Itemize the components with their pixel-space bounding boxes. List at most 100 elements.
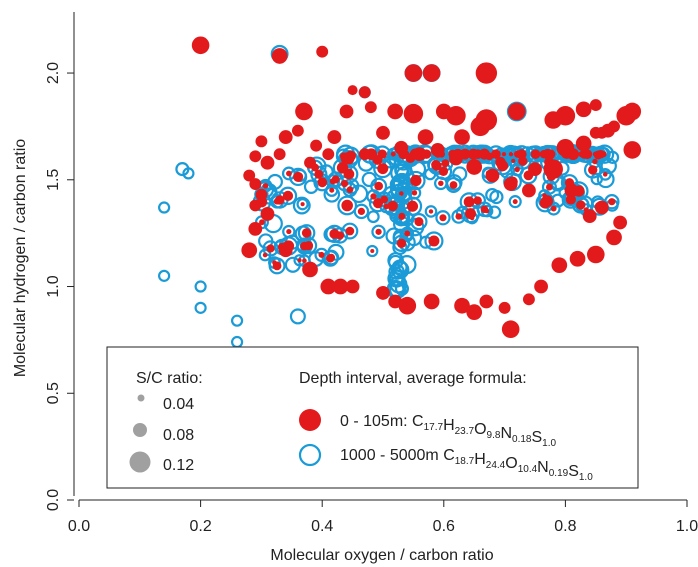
deep-point (262, 240, 279, 257)
overlap-point (495, 156, 506, 168)
x-tick-label: 0.2 (189, 518, 211, 535)
surface-point (534, 279, 548, 294)
overlap-point (514, 166, 520, 173)
overlap-point (608, 198, 616, 206)
surface-point (249, 150, 262, 163)
deep-point (366, 244, 379, 258)
formula-subscript: 1.0 (579, 472, 593, 483)
deep-point (268, 257, 286, 275)
formula-element: H (474, 451, 486, 468)
deep-point (394, 190, 413, 210)
overlap-point (387, 200, 398, 212)
surface-point (241, 242, 258, 259)
surface-point (347, 85, 358, 96)
overlap-point (491, 149, 501, 159)
surface-point (320, 278, 337, 295)
formula-element: N (537, 459, 549, 476)
y-tick-label: 1.0 (45, 275, 62, 297)
surface-point (575, 135, 592, 152)
y-tick-label: 2.0 (45, 62, 62, 84)
legend-box (106, 346, 639, 489)
deep-point (323, 186, 341, 203)
surface-point (339, 104, 354, 119)
overlap-point (282, 240, 295, 252)
overlap-point (300, 241, 309, 251)
formula-element: H (443, 417, 455, 434)
overlap-point (576, 200, 586, 210)
overlap-point (377, 163, 389, 175)
overlap-point (396, 238, 407, 248)
surface-point (376, 125, 390, 140)
y-axis-label: Molecular hydrogen / carbon ratio (12, 139, 29, 377)
deep-point (387, 252, 404, 269)
overlap-point (340, 179, 349, 188)
formula-element: N (500, 425, 512, 442)
overlap-point (501, 152, 507, 157)
overlap-point (336, 162, 349, 174)
data-points (158, 36, 642, 349)
overlap-point (455, 213, 462, 220)
deep-point (284, 256, 301, 273)
deep-point (292, 196, 311, 215)
overlap-point (600, 151, 607, 158)
surface-point (295, 102, 313, 121)
deep-point (361, 171, 378, 188)
deep-point (394, 187, 411, 205)
overlap-point (286, 229, 292, 235)
surface-point (589, 99, 602, 112)
overlap-point (318, 251, 325, 258)
deep-point (508, 195, 522, 209)
overlap-point (542, 193, 547, 198)
legend-size-title: S/C ratio: (136, 370, 203, 387)
formula-subscript: 1.0 (542, 438, 556, 449)
formula-element: S (568, 463, 579, 480)
surface-point (404, 64, 423, 82)
overlap-point (463, 196, 475, 208)
legend-size-label-large: 0.12 (163, 457, 194, 474)
surface-point (260, 207, 275, 221)
formula-subscript: 9.8 (487, 430, 501, 441)
overlap-point (317, 177, 328, 188)
surface-point (587, 245, 605, 264)
surface-point (522, 293, 535, 306)
surface-point (589, 126, 602, 139)
overlap-point (582, 149, 593, 160)
deep-point (452, 166, 468, 182)
overlap-point (346, 186, 354, 194)
overlap-point (449, 181, 458, 189)
deep-point (389, 178, 409, 198)
legend-depth-label-text: 0 - 105m: (340, 413, 412, 430)
surface-point (522, 183, 536, 198)
overlap-point (399, 191, 404, 196)
surface-point (291, 124, 304, 137)
surface-point (278, 130, 293, 144)
x-tick-label: 1.0 (676, 518, 698, 535)
legend-depth-marker-deep (298, 443, 322, 467)
overlap-point (297, 258, 302, 263)
deep-point (424, 205, 438, 218)
overlap-point (431, 159, 441, 170)
surface-point (191, 36, 210, 55)
y-axis-ticks: 0.0 0.5 1.0 1.5 2.0 (45, 62, 74, 511)
surface-point (249, 178, 262, 191)
overlap-point (530, 149, 541, 159)
deep-point (546, 201, 561, 216)
overlap-point (594, 201, 605, 212)
overlap-point (374, 181, 384, 191)
y-tick-label: 1.5 (45, 169, 62, 191)
surface-point (466, 304, 483, 320)
overlap-point (523, 170, 534, 181)
overlap-point (311, 163, 320, 172)
legend-depth-label-text: 1000 - 5000m (340, 447, 443, 464)
formula-subscript: 0.18 (512, 434, 532, 445)
overlap-point (539, 197, 551, 209)
surface-point (454, 297, 470, 314)
overlap-point (469, 215, 475, 221)
surface-point (555, 105, 576, 126)
overlap-point (370, 248, 375, 254)
legend-depth-label-deep: 1000 - 5000m C18.7H24.4O10.4N0.19S1.0 (340, 447, 593, 483)
overlap-point (345, 150, 357, 162)
surface-point (466, 159, 483, 175)
surface-point (569, 250, 586, 267)
